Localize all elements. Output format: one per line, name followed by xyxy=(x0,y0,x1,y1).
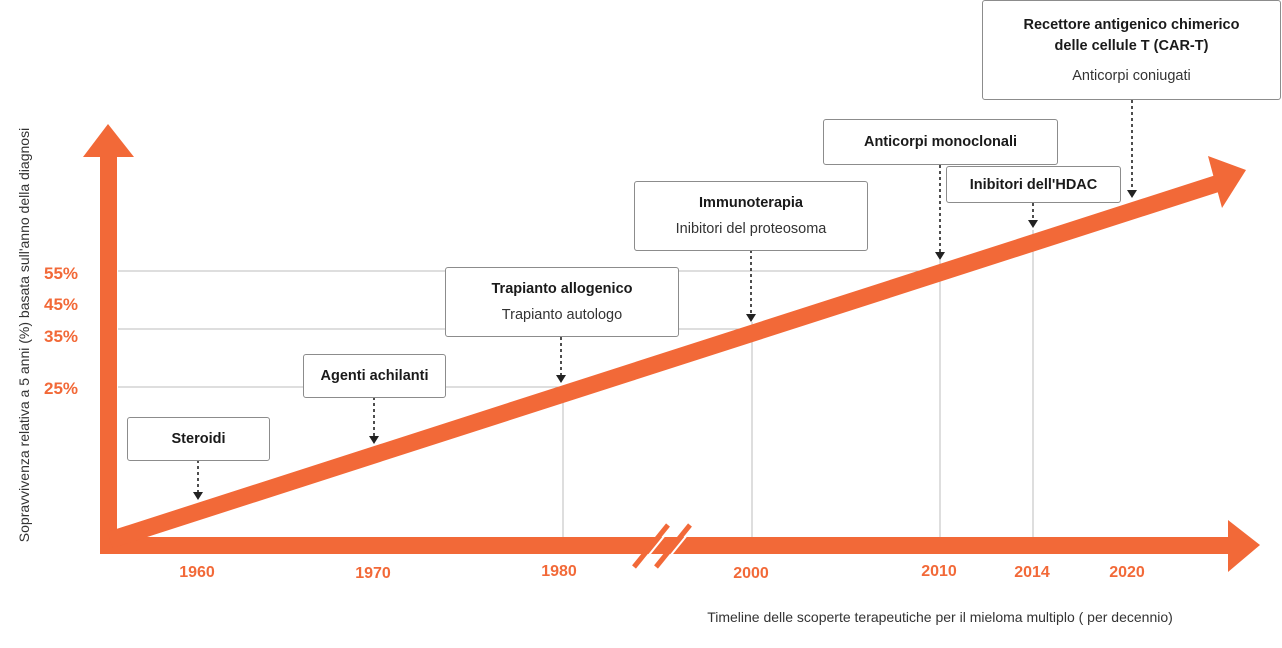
x-tick-2020: 2020 xyxy=(1109,564,1145,581)
y-axis-arrowhead xyxy=(83,124,134,157)
milestone-title: Immunoterapia xyxy=(699,195,803,211)
milestone-steroidi: Steroidi xyxy=(127,417,270,461)
milestone-subtitle: Trapianto autologo xyxy=(501,307,623,323)
milestone-car-t: Recettore antigenico chimerico delle cel… xyxy=(982,0,1281,100)
connector-arrowheads xyxy=(193,190,1137,500)
x-tick-2014: 2014 xyxy=(1014,564,1050,581)
x-tick-1980: 1980 xyxy=(541,563,577,580)
axis-break-mark-1 xyxy=(632,523,670,569)
y-tick-55: 55% xyxy=(44,264,79,283)
milestone-title: Recettore antigenico chimerico delle cel… xyxy=(1023,16,1240,54)
milestone-agenti-achilanti: Agenti achilanti xyxy=(303,354,446,398)
x-tick-1960: 1960 xyxy=(179,564,215,581)
axis-break-gap-2 xyxy=(661,523,697,567)
x-axis-arrowhead xyxy=(1228,520,1260,572)
milestone-title: Trapianto allogenico xyxy=(491,281,633,297)
y-tick-35: 35% xyxy=(44,327,79,346)
y-tick-45: 45% xyxy=(44,295,79,314)
connectors xyxy=(197,100,1133,492)
y-tick-25: 25% xyxy=(44,379,79,398)
y-axis-shaft xyxy=(100,150,117,550)
y-axis-title: Sopravvivenza relativa a 5 anni (%) basa… xyxy=(16,127,32,543)
milestone-title: Inibitori dell'HDAC xyxy=(969,176,1098,193)
trend-arrow-shaft xyxy=(107,173,1225,549)
milestone-trapianto: Trapianto allogenico Trapianto autologo xyxy=(445,267,679,337)
milestone-immunoterapia: Immunoterapia Inibitori del proteosoma xyxy=(634,181,868,251)
milestone-anticorpi-monoclonali: Anticorpi monoclonali xyxy=(823,119,1058,165)
x-tick-1970: 1970 xyxy=(355,565,391,582)
x-tick-2000: 2000 xyxy=(733,565,769,582)
trend-arrow-head xyxy=(1208,156,1246,208)
milestone-title: Anticorpi monoclonali xyxy=(863,134,1018,150)
x-axis-title: Timeline delle scoperte terapeutiche per… xyxy=(707,609,1173,625)
milestone-title: Agenti achilanti xyxy=(320,368,429,384)
milestone-subtitle: Inibitori del proteosoma xyxy=(675,221,827,237)
axis-break-mark-2 xyxy=(654,523,692,569)
axis-break-gap-1 xyxy=(639,523,675,567)
x-axis-shaft xyxy=(100,537,1230,554)
milestone-subtitle: Anticorpi coniugati xyxy=(1072,67,1191,84)
milestone-title: Steroidi xyxy=(171,431,226,447)
x-tick-2010: 2010 xyxy=(921,563,957,580)
milestone-inibitori-hdac: Inibitori dell'HDAC xyxy=(946,166,1121,203)
